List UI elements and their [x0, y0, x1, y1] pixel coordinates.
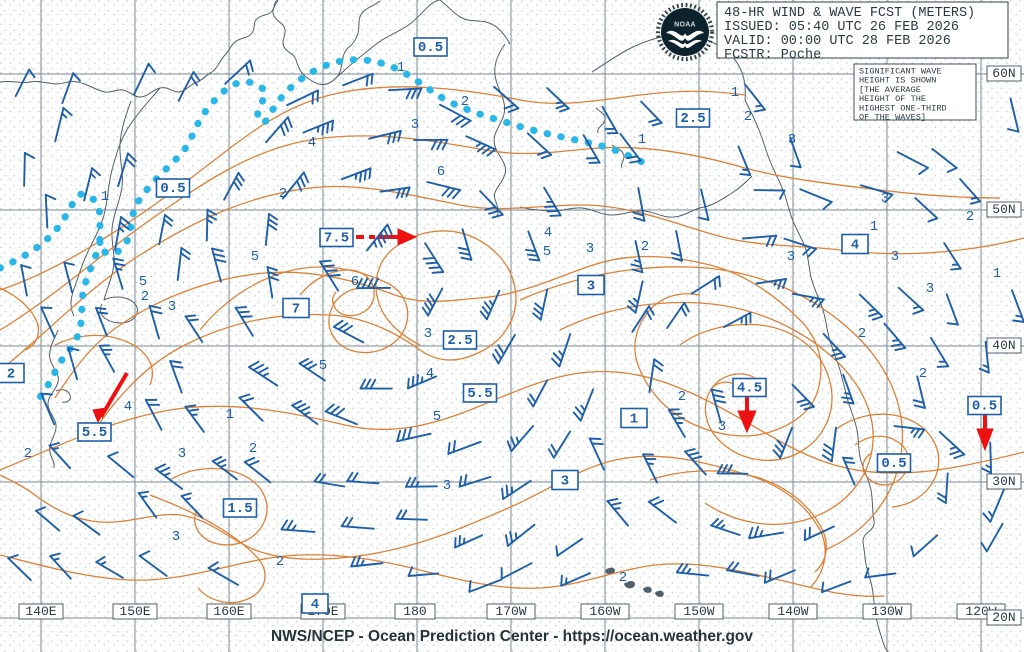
svg-text:4.5: 4.5	[737, 381, 762, 397]
svg-text:2.5: 2.5	[680, 111, 705, 127]
svg-text:5: 5	[139, 274, 147, 290]
svg-text:5: 5	[319, 358, 327, 374]
svg-text:3: 3	[926, 281, 934, 297]
svg-text:2: 2	[919, 366, 927, 382]
svg-text:130W: 130W	[871, 604, 902, 619]
svg-text:1: 1	[226, 407, 234, 423]
svg-text:5: 5	[433, 409, 441, 425]
svg-text:3: 3	[718, 419, 726, 435]
svg-text:140E: 140E	[25, 604, 56, 619]
svg-text:7.5: 7.5	[324, 231, 349, 247]
svg-text:5.5: 5.5	[82, 425, 107, 441]
svg-text:ISSUED: 05:40 UTC 26 FEB 2026: ISSUED: 05:40 UTC 26 FEB 2026	[724, 20, 959, 35]
svg-text:48-HR WIND & WAVE FCST (METERS: 48-HR WIND & WAVE FCST (METERS)	[724, 6, 975, 21]
svg-text:180: 180	[403, 604, 426, 619]
svg-text:3: 3	[424, 326, 432, 342]
svg-text:VALID: 00:00 UTC 28 FEB 2026: VALID: 00:00 UTC 28 FEB 2026	[724, 34, 951, 49]
svg-text:2: 2	[678, 389, 686, 405]
svg-text:2: 2	[619, 570, 627, 586]
svg-text:160E: 160E	[213, 604, 244, 619]
svg-text:30N: 30N	[992, 474, 1015, 489]
svg-text:0.5: 0.5	[881, 456, 906, 472]
svg-text:2: 2	[7, 367, 15, 383]
svg-text:3: 3	[443, 478, 451, 494]
svg-text:150E: 150E	[119, 604, 150, 619]
svg-text:6: 6	[437, 164, 445, 180]
svg-text:NOAA: NOAA	[674, 22, 696, 29]
svg-text:5: 5	[543, 244, 551, 260]
svg-text:1: 1	[630, 412, 638, 428]
svg-text:5: 5	[251, 249, 259, 265]
svg-text:0.5: 0.5	[418, 40, 443, 56]
svg-text:150W: 150W	[683, 604, 714, 619]
svg-text:NWS/NCEP - Ocean Prediction Ce: NWS/NCEP - Ocean Prediction Center - htt…	[271, 628, 753, 645]
svg-text:2: 2	[276, 554, 284, 570]
svg-text:60N: 60N	[992, 66, 1015, 81]
svg-text:2: 2	[641, 239, 649, 255]
svg-text:7: 7	[292, 302, 300, 318]
svg-text:4: 4	[311, 597, 319, 613]
svg-text:160W: 160W	[589, 604, 620, 619]
svg-text:2: 2	[966, 209, 974, 225]
svg-text:2: 2	[141, 289, 149, 305]
svg-text:3: 3	[586, 241, 594, 257]
svg-text:OF THE WAVES]: OF THE WAVES]	[859, 113, 926, 123]
svg-text:2: 2	[461, 94, 469, 110]
svg-text:3: 3	[561, 474, 569, 490]
svg-text:1.5: 1.5	[227, 501, 252, 517]
svg-text:40N: 40N	[992, 338, 1015, 353]
svg-text:3: 3	[168, 299, 176, 315]
svg-text:0.5: 0.5	[972, 399, 997, 415]
svg-text:1: 1	[731, 85, 739, 101]
svg-text:140W: 140W	[777, 604, 808, 619]
svg-text:1: 1	[101, 189, 109, 205]
svg-text:1: 1	[993, 266, 1001, 282]
svg-text:4: 4	[851, 238, 859, 254]
svg-text:170W: 170W	[495, 604, 526, 619]
svg-text:2: 2	[249, 441, 257, 457]
svg-text:3: 3	[178, 446, 186, 462]
svg-text:3: 3	[411, 117, 419, 133]
svg-text:1: 1	[397, 60, 405, 76]
svg-text:5.5: 5.5	[467, 386, 492, 402]
svg-text:3: 3	[587, 279, 595, 295]
svg-text:4: 4	[308, 135, 316, 151]
svg-text:1: 1	[638, 132, 646, 148]
svg-text:FCSTR: Poche: FCSTR: Poche	[724, 48, 821, 63]
svg-text:2: 2	[24, 446, 32, 462]
svg-text:50N: 50N	[992, 202, 1015, 217]
svg-text:4: 4	[544, 225, 552, 241]
svg-text:0.5: 0.5	[160, 181, 185, 197]
svg-text:3: 3	[891, 249, 899, 265]
svg-text:20N: 20N	[992, 610, 1015, 625]
svg-text:1: 1	[870, 219, 878, 235]
svg-text:2: 2	[858, 326, 866, 342]
svg-text:4: 4	[124, 399, 132, 415]
svg-text:3: 3	[172, 529, 180, 545]
svg-text:2.5: 2.5	[447, 333, 472, 349]
svg-text:3: 3	[787, 249, 795, 265]
svg-text:2: 2	[744, 109, 752, 125]
